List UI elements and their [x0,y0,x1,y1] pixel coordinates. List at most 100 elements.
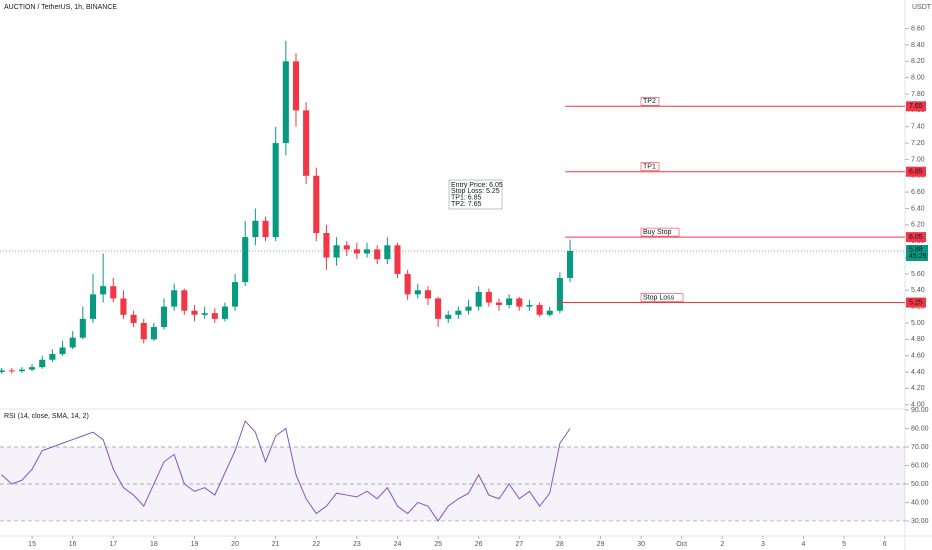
candle-body [323,233,330,258]
level-label-box [640,162,660,172]
candle-body [414,290,421,295]
candle-body [18,369,25,372]
y-tick-label: 4.00 [911,402,925,409]
level-price: 6.05 [909,234,923,241]
candle-body [29,367,36,370]
candle-body [282,61,289,144]
candle-body [495,302,503,305]
y-tick-label: 4.20 [911,385,925,392]
y-tick-label: 8.40 [911,42,925,49]
candle-body [465,306,472,311]
x-tick-label: 23 [353,541,361,548]
x-tick-label: 6 [883,541,887,548]
x-tick-label: 2 [720,541,724,548]
candle-body [435,298,442,319]
level-price-badge [906,232,926,243]
level-price: 7.65 [909,103,923,110]
note-line: TP2: 7.65 [451,201,481,208]
candle-body [516,298,523,307]
x-tick-label: 22 [312,541,320,548]
candle-body [292,61,300,111]
candle-body [221,306,228,319]
x-tick-label: 26 [475,541,483,548]
y-tick-label: 80.00 [911,425,929,432]
candle-body [374,249,381,260]
note-box [448,179,503,210]
level-label-box [640,96,660,106]
candle-body [232,282,239,307]
note-line: Stop Loss: 5.25 [451,188,500,195]
x-tick-label: 24 [394,541,402,548]
candle-body [59,347,66,355]
candle-body [272,143,279,238]
x-tick-label: 25 [434,541,442,548]
level-label: Buy Stop [643,229,672,236]
candle-body [475,291,482,307]
candle-body [384,245,391,260]
candle-body [120,298,127,315]
note-line: Entry Price: 6.05 [451,182,503,189]
candle-body [333,245,340,258]
candle-body [110,286,117,299]
level-price-badge [906,101,926,112]
y-tick-label: 7.20 [911,140,925,147]
candle-body [303,110,310,176]
candle-body [211,313,218,319]
y-tick-label: 5.60 [911,271,925,278]
level-label: TP2 [643,98,656,105]
y-tick-label: 4.80 [911,336,925,343]
x-tick-label: 18 [150,541,158,548]
x-tick-label: 27 [515,541,523,548]
y-tick-label: 6.20 [911,222,925,229]
candle-body [485,291,492,303]
y-tick-label: 6.60 [911,189,925,196]
x-tick-label: 20 [231,541,239,548]
candle-body [262,220,269,238]
y-tick-label: 30.00 [911,518,929,525]
y-tick-label: 50.00 [911,481,929,488]
candle-body [404,273,411,295]
rsi-line [1,420,571,522]
countdown: 45:29 [909,253,927,260]
candle-body [353,249,360,254]
level-label: Stop Loss [643,294,675,301]
y-tick-label: 4.40 [911,369,925,376]
candle-body [89,294,97,319]
y-tick-label: 70.00 [911,444,929,451]
x-tick-label: 30 [637,541,645,548]
level-label-box [640,227,680,237]
candle-body [566,251,574,278]
candle-body [242,237,249,283]
candle-body [140,322,147,340]
candle-body [455,310,462,315]
candle-body [8,370,15,372]
candle-body [201,313,208,315]
x-tick-label: 28 [556,541,564,548]
x-tick-label: 21 [272,541,280,548]
candle-body [130,314,137,323]
y-tick-label: 90.00 [911,407,929,414]
y-tick-label: 8.00 [911,75,925,82]
y-tick-label: 5.40 [911,287,925,294]
candle-body [171,290,178,307]
symbol-title: AUCTION / TetherUS, 1h, BINANCE [4,4,117,11]
y-tick-label: 7.00 [911,156,925,163]
candle-body [79,318,86,338]
y-tick-label: 7.40 [911,124,925,131]
x-tick-label: 19 [191,541,199,548]
y-tick-label: 8.20 [911,58,925,65]
candle-body [191,310,198,315]
x-tick-label: Oct [676,541,687,548]
candle-body [49,354,56,360]
x-tick-label: 5 [842,541,846,548]
candle-body [363,249,371,254]
candle-body [394,245,401,274]
level-price-badge [906,166,926,177]
candle-body [536,304,543,315]
candle-body [556,277,563,311]
candle-body [100,286,107,295]
y-tick-label: 4.60 [911,353,925,360]
level-label-box [640,293,684,302]
